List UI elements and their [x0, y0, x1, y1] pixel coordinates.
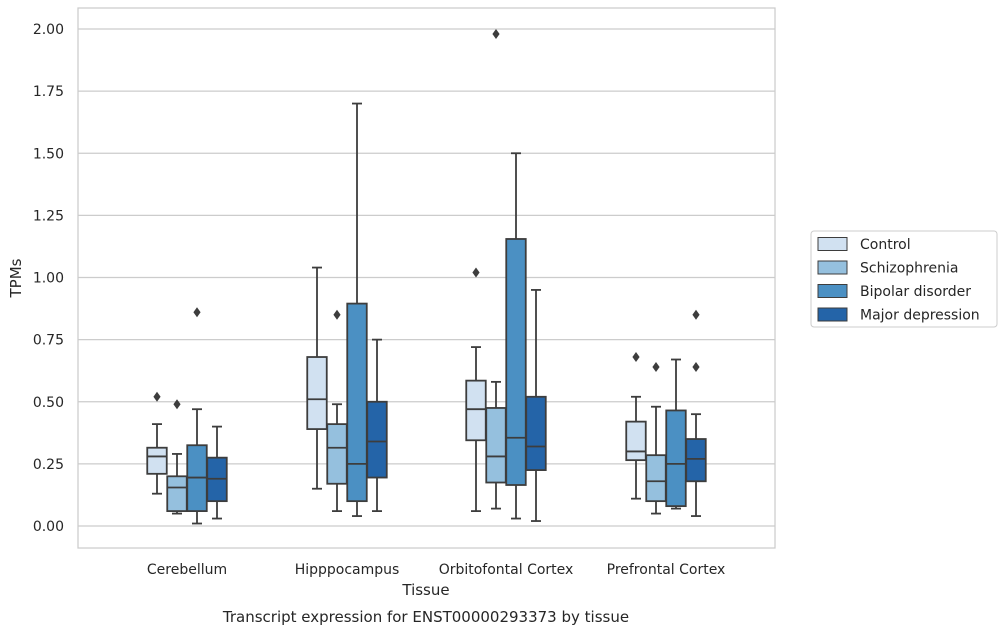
box-body	[346, 302, 368, 503]
legend-label: Schizophrenia	[860, 261, 958, 277]
x-tick-label: Cerebellum	[147, 562, 227, 578]
legend-label: Control	[860, 237, 911, 253]
outlier-point	[333, 309, 341, 320]
legend-swatch	[817, 260, 848, 275]
box-body	[685, 438, 707, 483]
y-gridlines	[78, 28, 775, 527]
outlier-point	[472, 267, 480, 278]
box	[346, 102, 368, 517]
y-tick-label: 0.75	[33, 333, 64, 349]
box-body	[525, 395, 547, 471]
box	[465, 267, 487, 512]
y-tick-label: 2.00	[33, 22, 64, 38]
box-body	[146, 446, 168, 475]
box	[146, 391, 168, 495]
outlier-point	[153, 391, 161, 402]
box-body	[665, 409, 687, 508]
box	[206, 425, 228, 520]
outlier-point	[652, 361, 660, 372]
x-tick-label: Prefrontal Cortex	[607, 562, 726, 578]
legend-frame	[810, 230, 998, 328]
legend-label: Major depression	[860, 308, 980, 324]
legend: Control Schizophrenia Bipolar disorder Majo…	[810, 230, 998, 328]
outlier-point	[193, 307, 201, 318]
legend-swatch	[817, 307, 848, 322]
outlier-point	[173, 399, 181, 410]
box	[166, 399, 188, 515]
box-body	[465, 379, 487, 442]
box-body	[625, 420, 647, 462]
box-body	[166, 475, 188, 512]
x-axis-title: Tissue	[401, 581, 449, 599]
box	[186, 307, 208, 525]
y-tick-label: 0.00	[33, 519, 64, 535]
box	[625, 352, 647, 500]
y-tick-label: 0.25	[33, 457, 64, 473]
plot-frame	[77, 7, 776, 549]
box-body	[505, 238, 527, 486]
y-tick-label: 1.00	[33, 271, 64, 287]
box-body	[485, 407, 507, 484]
box-body	[645, 454, 667, 503]
outlier-point	[492, 28, 500, 39]
legend-swatch	[817, 284, 848, 298]
chart-caption: Transcript expression for ENST0000029337…	[222, 608, 629, 626]
box	[366, 338, 388, 512]
y-tick-label: 1.25	[33, 208, 64, 224]
legend-swatch	[817, 237, 848, 251]
y-tick-labels: 0.00 0.25 0.50 0.75 1.00 1.25 1.50 1.75 2.00	[33, 22, 64, 535]
box	[505, 152, 527, 520]
box-series	[146, 28, 707, 525]
y-tick-label: 1.50	[33, 146, 64, 162]
outlier-point	[692, 361, 700, 372]
y-axis-title: TPMs	[7, 258, 25, 298]
x-tick-labels: Cerebellum Hipppocampus Orbitofontal Corte…	[147, 562, 725, 578]
x-tick-label: Hipppocampus	[295, 562, 400, 578]
box	[306, 266, 328, 490]
box	[685, 309, 707, 517]
box	[525, 289, 547, 522]
x-tick-label: Orbitofontal Cortex	[439, 562, 574, 578]
box-body	[306, 356, 328, 430]
legend-label: Bipolar disorder	[860, 284, 971, 300]
box-body	[366, 400, 388, 479]
outlier-point	[632, 352, 640, 363]
outlier-point	[692, 309, 700, 320]
y-tick-label: 0.50	[33, 395, 64, 411]
box-body	[326, 423, 348, 485]
y-tick-label: 1.75	[33, 84, 64, 100]
